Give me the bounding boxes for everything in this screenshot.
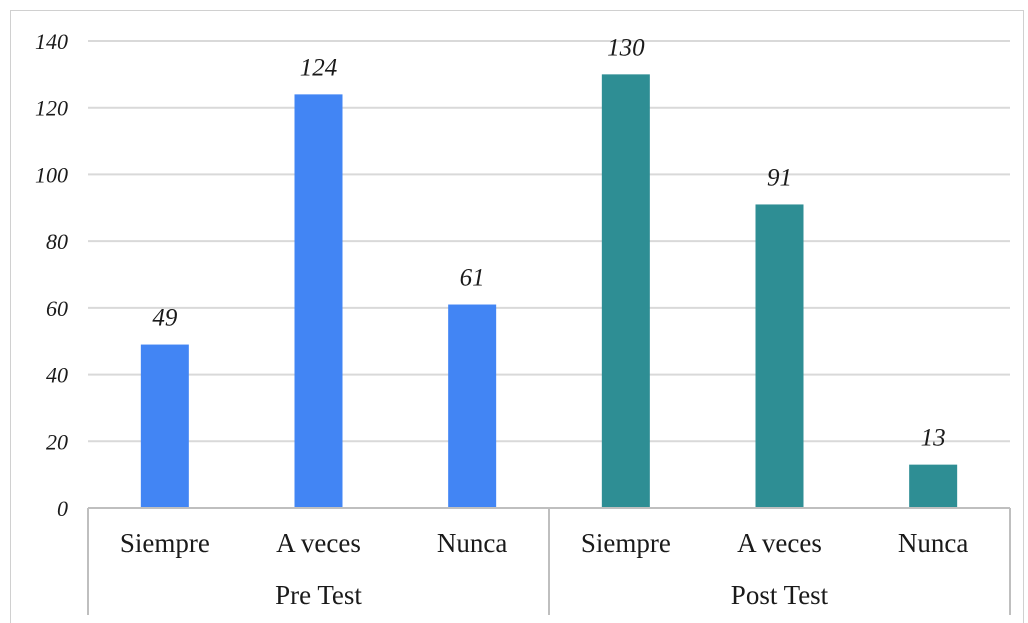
y-tick-label: 40: [46, 363, 68, 388]
gridlines: [88, 40, 1010, 443]
data-label: 61: [460, 265, 485, 292]
data-label: 13: [921, 425, 946, 452]
category-axis: Siempre A veces Nunca Siempre A veces Nunca Pr…: [87, 507, 1011, 615]
category-label: Siempre: [120, 528, 210, 558]
chart-frame: [10, 10, 1024, 623]
group-label: Post Test: [731, 580, 829, 610]
category-label: Nunca: [437, 528, 507, 558]
group-label: Pre Test: [275, 580, 362, 610]
y-tick-label: 0: [57, 496, 68, 521]
data-label: 49: [152, 305, 178, 332]
data-labels: 49 124 61 130 91 13: [152, 34, 945, 451]
bar: [140, 344, 189, 508]
data-label: 124: [300, 54, 338, 81]
data-label: 130: [607, 34, 645, 61]
category-label: Siempre: [581, 528, 671, 558]
bar: [294, 94, 343, 508]
y-tick-label: 80: [46, 229, 68, 254]
bars: [140, 74, 958, 508]
y-tick-label: 60: [46, 296, 68, 321]
y-tick-label: 100: [35, 162, 68, 187]
y-tick-label: 120: [35, 96, 68, 121]
data-label: 91: [767, 164, 792, 191]
bar: [909, 464, 958, 508]
category-label: Nunca: [898, 528, 968, 558]
bar: [448, 304, 497, 508]
y-axis-ticks: 0 20 40 60 80 100 120 140: [35, 29, 68, 521]
category-label: A veces: [737, 528, 822, 558]
bar: [755, 204, 804, 508]
bar: [601, 74, 650, 508]
y-tick-label: 20: [46, 429, 68, 454]
y-tick-label: 140: [35, 29, 68, 54]
category-label: A veces: [276, 528, 361, 558]
